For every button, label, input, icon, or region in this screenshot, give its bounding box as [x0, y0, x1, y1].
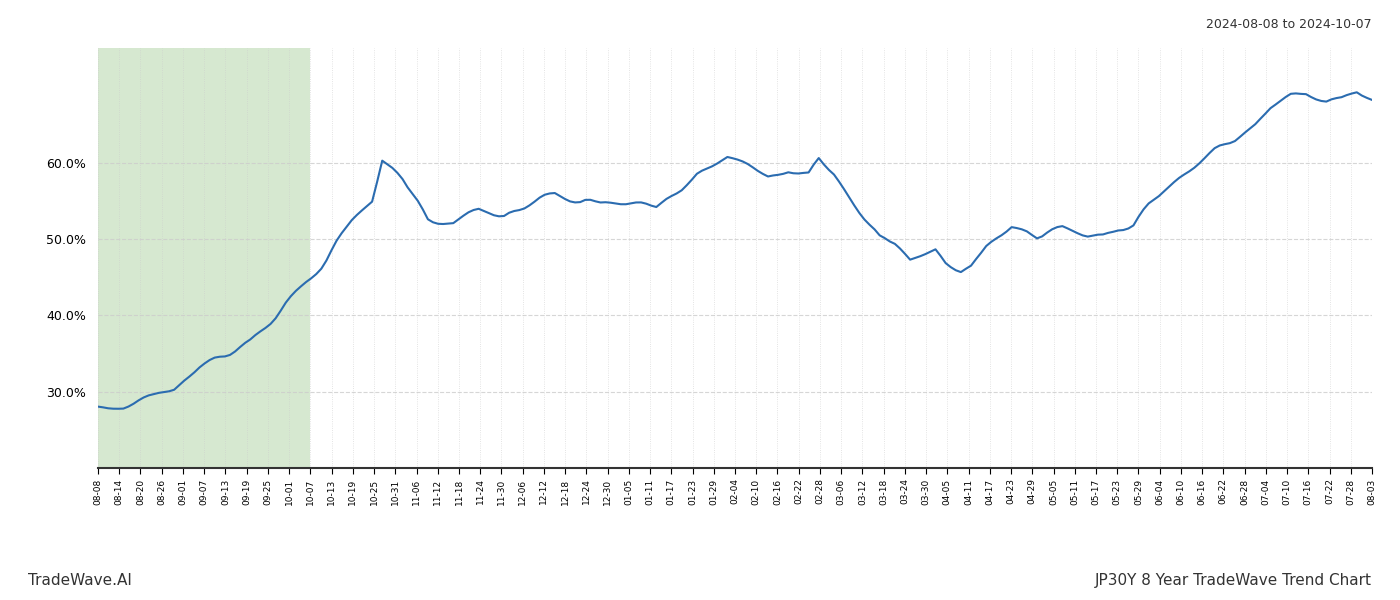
Bar — [98, 48, 311, 468]
Text: 2024-08-08 to 2024-10-07: 2024-08-08 to 2024-10-07 — [1207, 18, 1372, 31]
Text: JP30Y 8 Year TradeWave Trend Chart: JP30Y 8 Year TradeWave Trend Chart — [1095, 573, 1372, 588]
Text: TradeWave.AI: TradeWave.AI — [28, 573, 132, 588]
